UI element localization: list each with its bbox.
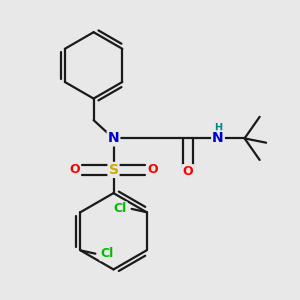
Text: N: N xyxy=(108,131,119,146)
Text: S: S xyxy=(109,163,118,177)
Text: Cl: Cl xyxy=(100,247,114,260)
Text: H: H xyxy=(214,123,222,133)
Text: O: O xyxy=(147,164,158,176)
Text: Cl: Cl xyxy=(113,202,127,215)
Text: O: O xyxy=(183,165,194,178)
Text: O: O xyxy=(69,164,80,176)
Text: N: N xyxy=(212,131,224,146)
